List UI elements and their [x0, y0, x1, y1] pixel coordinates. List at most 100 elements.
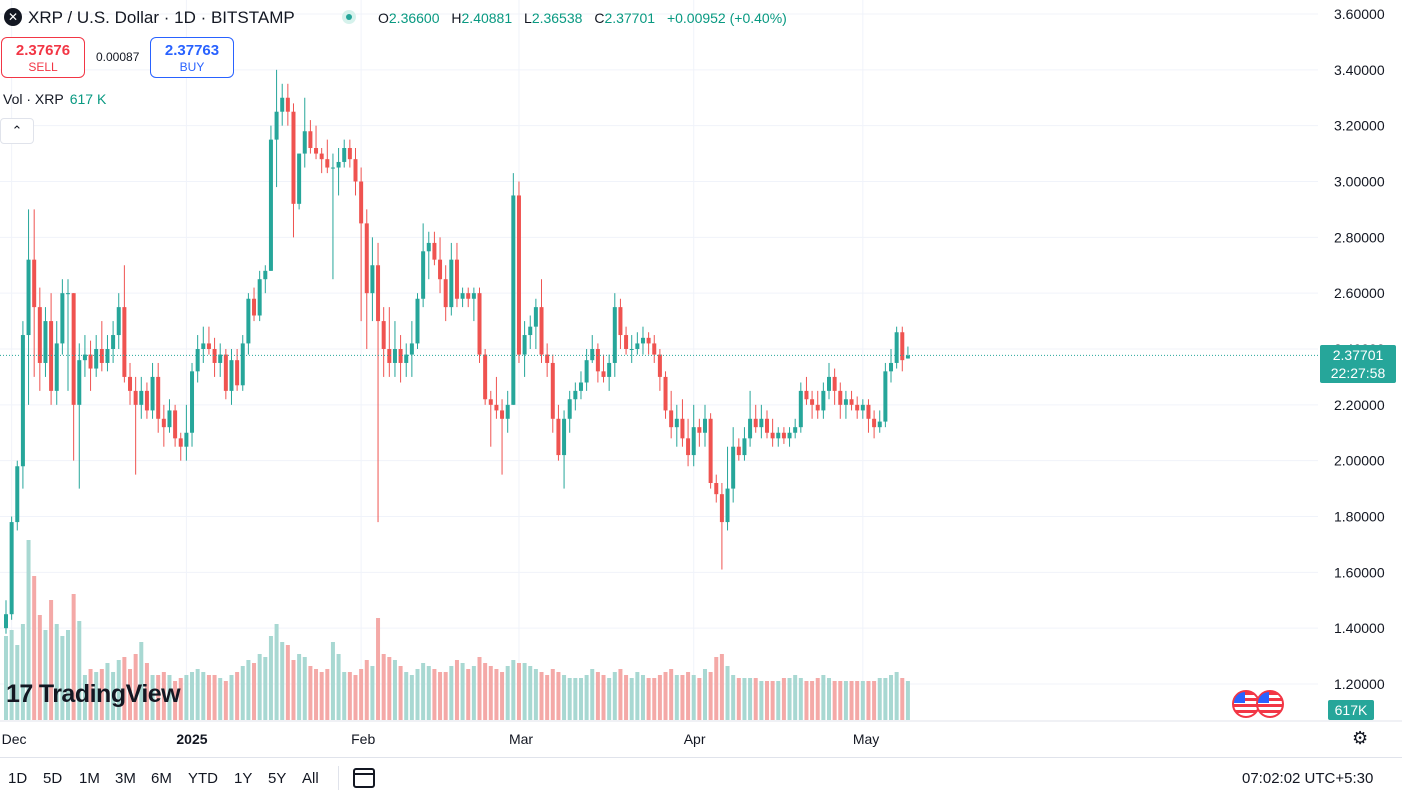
range-1m-button[interactable]: 1M [79, 770, 100, 787]
volume-bar [567, 678, 572, 720]
volume-bar [793, 675, 798, 720]
candle-body [500, 410, 505, 419]
candle-body [111, 335, 116, 349]
candle-body [815, 404, 820, 411]
volume-bar [798, 678, 803, 720]
y-tick-label: 3.40000 [1334, 62, 1385, 78]
candle-body [719, 494, 724, 523]
volume-bar [449, 666, 454, 720]
candle-body [652, 343, 657, 355]
volume-bar [691, 675, 696, 720]
buy-button[interactable]: 2.37763 BUY [150, 37, 234, 78]
volume-bar [550, 669, 555, 720]
volume-legend[interactable]: Vol · XRP 617 K [3, 91, 106, 107]
candle-body [731, 446, 736, 489]
collapse-legend-button[interactable]: ⌃ [0, 118, 34, 144]
volume-bar [26, 540, 31, 720]
range-1y-button[interactable]: 1Y [234, 770, 253, 787]
candle-body [827, 376, 832, 391]
candle-body [342, 148, 347, 162]
market-status-icon[interactable] [342, 10, 356, 24]
calendar-icon[interactable] [353, 768, 375, 788]
volume-bar [252, 663, 257, 720]
volume-bar [336, 654, 341, 720]
candle-body [336, 161, 341, 168]
volume-bar [556, 672, 561, 720]
volume-bar [178, 678, 183, 720]
sell-label: SELL [28, 60, 58, 74]
tradingview-logo-icon: 17 [6, 680, 33, 708]
volume-bar [562, 675, 567, 720]
candle-body [190, 371, 195, 433]
candle-body [252, 298, 257, 316]
candle-body [353, 159, 358, 182]
candle-body [364, 223, 369, 294]
volume-bar [460, 663, 465, 720]
candle-body [793, 427, 798, 433]
candle-body [105, 349, 110, 363]
candle-body [748, 418, 753, 439]
range-5d-button[interactable]: 5D [43, 770, 63, 787]
candle-body [528, 326, 533, 336]
volume-bar [381, 654, 386, 720]
volume-bar [291, 660, 296, 720]
candle-body [466, 293, 471, 299]
candle-body [669, 410, 674, 428]
clock-timezone[interactable]: 07:02:02 UTC+5:30 [1242, 770, 1374, 787]
volume-bar [652, 678, 657, 720]
symbol-title[interactable]: XRP / U.S. Dollar · 1D · BITSTAMP [28, 8, 295, 27]
volume-bar [404, 672, 409, 720]
volume-bar [612, 672, 617, 720]
volume-bar [297, 654, 302, 720]
gear-icon[interactable]: ⚙ [1352, 728, 1369, 748]
candle-body [178, 438, 183, 447]
range-1d-button[interactable]: 1D [8, 770, 28, 787]
candle-body [325, 159, 330, 168]
volume-bar [314, 669, 319, 720]
open-label: O [378, 10, 389, 26]
volume-bar [776, 681, 781, 720]
range-5y-button[interactable]: 5Y [268, 770, 287, 787]
volume-bar [708, 672, 713, 720]
tradingview-watermark[interactable]: 17 TradingView [6, 680, 181, 709]
candle-body [804, 390, 809, 400]
candle-body [314, 148, 319, 154]
volume-bar [122, 657, 127, 720]
volume-bar [607, 678, 612, 720]
candle-body [409, 343, 414, 355]
candle-body [150, 376, 155, 411]
us-flag-event-icon-2[interactable] [1256, 690, 1284, 718]
range-3m-button[interactable]: 3M [115, 770, 136, 787]
volume-bar [156, 675, 161, 720]
candle-body [753, 418, 758, 428]
volume-bar [88, 669, 93, 720]
candle-body [9, 522, 14, 615]
sell-button[interactable]: 2.37676 SELL [1, 37, 85, 78]
range-6m-button[interactable]: 6M [151, 770, 172, 787]
volume-bar [49, 600, 54, 720]
candle-body [905, 355, 910, 359]
candle-body [883, 371, 888, 422]
candle-body [686, 438, 691, 456]
volume-bar [99, 669, 104, 720]
volume-bar [889, 675, 894, 720]
volume-bar [578, 678, 583, 720]
volume-bar [849, 681, 854, 720]
candle-body [432, 242, 437, 260]
volume-bar [82, 675, 87, 720]
volume-bar [235, 672, 240, 720]
change-value: +0.00952 (+0.40%) [666, 10, 787, 26]
range-ytd-button[interactable]: YTD [188, 770, 218, 787]
price-chart[interactable]: 3.60000 3.40000 3.20000 3.00000 2.80000 2.600… [0, 0, 1402, 757]
volume-bar [635, 672, 640, 720]
range-all-button[interactable]: All [302, 770, 319, 787]
x-tick-label: May [853, 731, 879, 747]
candle-body [855, 404, 860, 411]
candle-body [691, 427, 696, 456]
candle-body [274, 111, 279, 140]
candle-body [201, 343, 206, 349]
volume-bar [37, 615, 42, 720]
volume-bar [505, 666, 510, 720]
volume-bar [319, 672, 324, 720]
candle-body [533, 307, 538, 327]
